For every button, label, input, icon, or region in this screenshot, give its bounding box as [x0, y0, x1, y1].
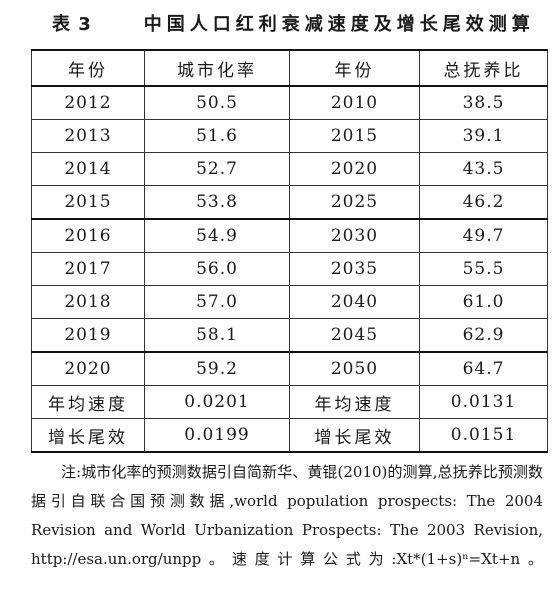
- table-number: 表 3: [52, 14, 92, 35]
- cell-urbanization: 59.2: [144, 352, 290, 386]
- cell-dependency: 38.5: [419, 86, 548, 120]
- cell-year: 2019: [31, 318, 145, 353]
- table-title: 中国人口红利衰减速度及增长尾效测算: [143, 14, 535, 35]
- cell-dependency: 39.1: [419, 119, 548, 153]
- cell-dependency: 64.7: [419, 352, 548, 386]
- table-row: 2018 57.0 2040 61.0: [31, 285, 548, 319]
- table-row: 2015 53.8 2025 46.2: [31, 185, 548, 220]
- table-row: 2019 58.1 2045 62.9: [31, 318, 548, 353]
- cell-year: 2010: [289, 86, 420, 120]
- cell-year: 2015: [289, 119, 420, 153]
- cell-year: 2045: [289, 318, 420, 353]
- cell-year: 2030: [289, 219, 420, 253]
- cell-urbanization: 54.9: [144, 219, 290, 253]
- cell-urbanization: 52.7: [144, 152, 290, 186]
- cell-urbanization: 50.5: [144, 86, 290, 120]
- table-row: 2012 50.5 2010 38.5: [31, 86, 548, 120]
- cell-urbanization: 57.0: [144, 285, 290, 319]
- cell-urbanization: 53.8: [144, 185, 290, 220]
- cell-label: 年均速度: [31, 385, 145, 419]
- data-table: 年份 城市化率 年份 总抚养比 2012 50.5 2010 38.5 2013…: [31, 49, 548, 453]
- table-row: 2017 56.0 2035 55.5: [31, 252, 548, 286]
- cell-year: 2013: [31, 119, 145, 153]
- cell-year: 2025: [289, 185, 420, 220]
- cell-value: 0.0131: [419, 385, 548, 419]
- cell-dependency: 46.2: [419, 185, 548, 220]
- cell-dependency: 43.5: [419, 152, 548, 186]
- table-row: 2020 59.2 2050 64.7: [31, 352, 548, 386]
- table-row: 2013 51.6 2015 39.1: [31, 119, 548, 153]
- header-year-2: 年份: [289, 49, 420, 87]
- table-note: 注:城市化率的预测数据引自简新华、黄锟(2010)的测算,总抚养比预测数据引自联…: [31, 458, 543, 574]
- cell-urbanization: 51.6: [144, 119, 290, 153]
- cell-dependency: 49.7: [419, 219, 548, 253]
- cell-value: 0.0199: [144, 418, 290, 453]
- cell-year: 2018: [31, 285, 145, 319]
- cell-dependency: 55.5: [419, 252, 548, 286]
- cell-year: 2012: [31, 86, 145, 120]
- cell-year: 2014: [31, 152, 145, 186]
- cell-urbanization: 58.1: [144, 318, 290, 353]
- cell-year: 2015: [31, 185, 145, 220]
- header-urbanization-rate: 城市化率: [144, 49, 290, 87]
- cell-label: 年均速度: [289, 385, 420, 419]
- cell-dependency: 62.9: [419, 318, 548, 353]
- cell-year: 2017: [31, 252, 145, 286]
- cell-year: 2040: [289, 285, 420, 319]
- table-row: 2016 54.9 2030 49.7: [31, 219, 548, 253]
- note-text: 注:城市化率的预测数据引自简新华、黄锟(2010)的测算,总抚养比预测数据引自联…: [31, 463, 543, 568]
- cell-year: 2020: [289, 152, 420, 186]
- summary-row-growth-drag: 增长尾效 0.0199 增长尾效 0.0151: [31, 418, 548, 453]
- cell-label: 增长尾效: [289, 418, 420, 453]
- summary-row-average-speed: 年均速度 0.0201 年均速度 0.0131: [31, 385, 548, 419]
- cell-year: 2020: [31, 352, 145, 386]
- header-year-1: 年份: [31, 49, 145, 87]
- cell-year: 2035: [289, 252, 420, 286]
- cell-value: 0.0201: [144, 385, 290, 419]
- cell-dependency: 61.0: [419, 285, 548, 319]
- cell-year: 2016: [31, 219, 145, 253]
- header-dependency-ratio: 总抚养比: [419, 49, 548, 87]
- cell-value: 0.0151: [419, 418, 548, 453]
- cell-urbanization: 56.0: [144, 252, 290, 286]
- cell-year: 2050: [289, 352, 420, 386]
- table-caption: 表 3 中国人口红利衰减速度及增长尾效测算: [0, 8, 558, 38]
- cell-label: 增长尾效: [31, 418, 145, 453]
- table-row: 2014 52.7 2020 43.5: [31, 152, 548, 186]
- table-header-row: 年份 城市化率 年份 总抚养比: [31, 49, 548, 87]
